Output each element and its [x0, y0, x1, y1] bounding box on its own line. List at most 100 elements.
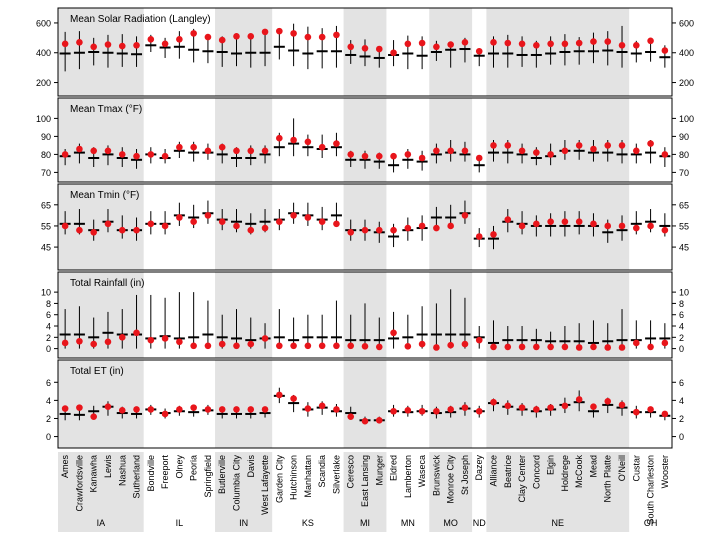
data-point [447, 406, 454, 413]
data-point [604, 38, 612, 45]
data-point [104, 41, 112, 48]
data-point [190, 143, 197, 151]
data-point [161, 335, 169, 342]
data-point [647, 406, 654, 413]
panel-frame [57, 7, 673, 97]
data-point [490, 343, 497, 351]
data-point [404, 407, 412, 414]
state-label: KS [302, 518, 314, 528]
data-point [247, 33, 255, 40]
station-label: Beatrice [503, 455, 513, 488]
y-tick-label-left: 80 [41, 150, 51, 160]
data-point [318, 33, 326, 41]
data-point [361, 152, 369, 160]
y-tick-label-right: 0 [679, 432, 684, 442]
data-point [90, 340, 97, 348]
data-point [547, 404, 554, 411]
data-point [347, 342, 355, 350]
data-point [418, 407, 426, 415]
data-point [447, 41, 454, 48]
data-point [176, 143, 183, 151]
data-point [218, 143, 226, 151]
station-label: West Lafayette [260, 455, 270, 515]
data-point [318, 402, 326, 410]
y-tick-label-left: 0 [46, 344, 51, 354]
station-label: Manhattan [303, 455, 313, 498]
data-point [518, 343, 526, 351]
station-label: Elgin [546, 455, 556, 475]
data-point [518, 404, 526, 411]
data-point [290, 212, 297, 219]
data-point [561, 218, 569, 226]
data-point [276, 391, 283, 399]
data-point [418, 154, 426, 162]
station-label: Ames [60, 455, 70, 479]
data-point [118, 151, 126, 158]
data-point [361, 226, 369, 234]
state-label: MO [443, 518, 458, 528]
data-point [318, 218, 326, 226]
y-tick-label-left: 55 [41, 221, 51, 231]
data-point [518, 147, 526, 155]
y-tick-label-right: 4 [679, 322, 684, 332]
panel-frame [57, 359, 673, 449]
data-point [290, 136, 297, 144]
state-shading [429, 360, 473, 448]
data-point [533, 220, 540, 228]
data-point [461, 404, 469, 411]
data-point [561, 40, 569, 48]
state-label-shading [486, 452, 630, 532]
data-point [418, 39, 426, 47]
data-point [76, 337, 83, 345]
y-tick-label-right: 55 [679, 221, 689, 231]
data-point [547, 343, 554, 351]
data-point [661, 410, 669, 418]
data-point [247, 406, 255, 413]
y-tick-label-right: 4 [679, 396, 684, 406]
y-tick-label-left: 8 [46, 299, 51, 309]
data-point [118, 226, 126, 234]
data-point [547, 40, 554, 48]
station-label: Olney [174, 455, 184, 479]
data-point [361, 343, 369, 350]
data-point [276, 342, 283, 350]
data-point [561, 343, 569, 351]
data-point [133, 152, 140, 160]
data-point [147, 151, 155, 158]
state-label: IN [239, 518, 248, 528]
data-point [590, 145, 597, 153]
data-point [347, 151, 355, 158]
data-point [475, 47, 483, 55]
data-point [290, 30, 297, 37]
data-point [661, 226, 669, 234]
y-tick-label-right: 400 [679, 48, 694, 58]
data-point [618, 222, 626, 230]
data-point [575, 396, 583, 403]
y-tick-label-left: 2 [46, 414, 51, 424]
y-tick-label-left: 45 [41, 243, 51, 253]
y-tick-label-right: 2 [679, 414, 684, 424]
data-point [375, 416, 383, 424]
data-point [575, 39, 583, 47]
station-label: Brunswick [431, 455, 441, 497]
data-point [147, 36, 155, 43]
state-label: IA [97, 518, 106, 528]
data-point [104, 220, 112, 228]
station-label: Peoria [189, 455, 199, 481]
data-point [290, 342, 297, 350]
station-label: Custar [631, 455, 641, 482]
data-point [133, 329, 140, 337]
data-point [475, 407, 483, 415]
data-point [261, 335, 269, 342]
data-point [475, 154, 483, 162]
data-point [633, 339, 640, 347]
state-label: NE [552, 518, 565, 528]
data-point [104, 147, 112, 155]
data-point [533, 149, 540, 156]
y-tick-label-right: 6 [679, 310, 684, 320]
data-point [176, 406, 183, 413]
data-point [404, 151, 412, 158]
data-point [176, 214, 183, 221]
y-tick-label-left: 200 [36, 78, 51, 88]
